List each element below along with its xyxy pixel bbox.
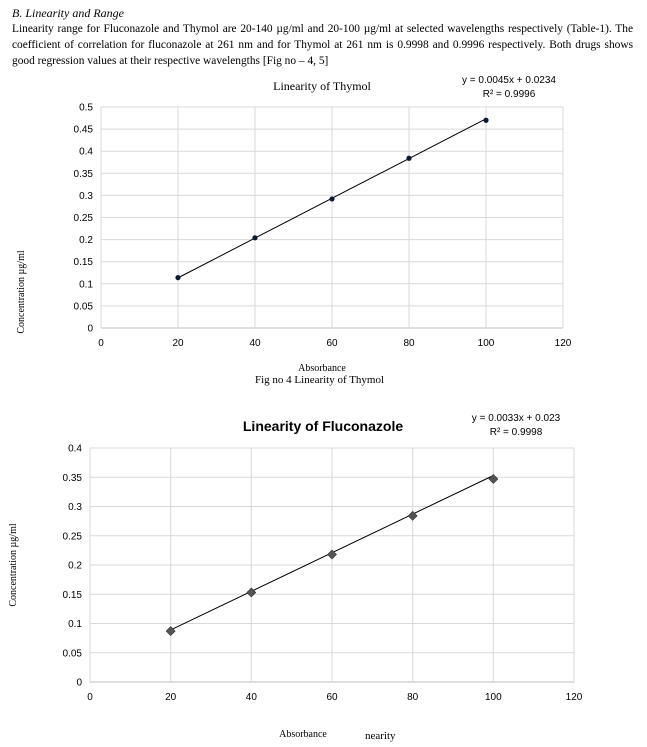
trend-equation: y = 0.0045x + 0.0234 — [462, 75, 556, 86]
x-tick-label: 100 — [485, 692, 502, 703]
x-tick-label: 100 — [478, 338, 495, 349]
y-tick-label: 0.3 — [68, 502, 82, 513]
data-point — [252, 235, 258, 241]
y-tick-label: 0.15 — [63, 590, 83, 601]
thymol-chart-svg: Linearity of Thymol y = 0.0045x + 0.0234… — [16, 75, 572, 374]
y-tick-label: 0.1 — [68, 619, 82, 630]
y-tick-label: 0.15 — [74, 257, 94, 268]
x-tick-label: 0 — [87, 692, 93, 703]
x-tick-label: 40 — [246, 692, 258, 703]
chart-title: Linearity of Fluconazole — [243, 418, 403, 434]
points-layer — [175, 117, 489, 281]
y-tick-label: 0.25 — [63, 531, 83, 542]
data-point — [407, 510, 418, 521]
y-tick-label: 0.2 — [79, 235, 93, 246]
x-axis-label: Absorbance — [298, 363, 346, 374]
fluconazole-chart-svg: Linearity of Fluconazole y = 0.0033x + 0… — [8, 413, 583, 740]
grid — [89, 447, 575, 683]
y-tick-label: 0.45 — [74, 125, 94, 136]
tick-labels: 0 0.05 0.1 0.15 0.2 0.25 0.3 0.35 0.4 0 20 40 60 80 10… — [63, 444, 583, 704]
data-point — [175, 275, 181, 281]
y-tick-label: 0.25 — [74, 213, 94, 224]
figure-caption: Fig no 4 Linearity of Thymol — [255, 374, 385, 386]
y-tick-label: 0.5 — [79, 103, 93, 114]
figure-caption: nearity — [365, 730, 396, 742]
fluconazole-chart: Linearity of Fluconazole y = 0.0033x + 0… — [0, 400, 647, 747]
grid — [100, 106, 564, 329]
section-paragraph: Linearity range for Fluconazole and Thym… — [12, 23, 633, 67]
thymol-chart: Linearity of Thymol y = 0.0045x + 0.0234… — [0, 70, 647, 390]
trend-r2: R² = 0.9998 — [490, 427, 543, 438]
data-point — [329, 196, 335, 202]
y-tick-label: 0.1 — [79, 279, 93, 290]
data-point — [246, 587, 257, 598]
y-tick-label: 0.05 — [63, 648, 83, 659]
points-layer — [165, 474, 499, 637]
chart-title: Linearity of Thymol — [273, 79, 371, 93]
trend-equation: y = 0.0033x + 0.023 — [472, 413, 561, 424]
y-tick-label: 0.35 — [74, 169, 94, 180]
data-point — [327, 549, 337, 560]
data-point — [165, 626, 176, 637]
tick-labels: 0 0.05 0.1 0.15 0.2 0.25 0.3 0.35 0.4 0.45 0.5 0 20 4… — [74, 103, 572, 350]
x-tick-label: 80 — [407, 692, 419, 703]
y-tick-label: 0.35 — [63, 473, 83, 484]
y-tick-label: 0.05 — [74, 301, 94, 312]
section-heading: B. Linearity and Range — [12, 6, 124, 20]
x-tick-label: 60 — [326, 338, 338, 349]
y-tick-label: 0.4 — [79, 147, 93, 158]
x-tick-label: 0 — [98, 338, 104, 349]
x-tick-label: 20 — [165, 692, 177, 703]
x-tick-label: 120 — [566, 692, 583, 703]
x-tick-label: 40 — [249, 338, 261, 349]
trend-r2: R² = 0.9996 — [483, 89, 536, 100]
y-tick-label: 0 — [87, 324, 93, 335]
y-tick-label: 0.3 — [79, 191, 93, 202]
x-axis-label: Absorbance — [279, 729, 327, 740]
x-tick-label: 120 — [555, 338, 572, 349]
y-axis-label: Concentration µg/ml — [16, 250, 27, 333]
x-tick-label: 80 — [403, 338, 415, 349]
data-point — [483, 117, 489, 123]
y-tick-label: 0.4 — [68, 444, 82, 455]
data-point — [488, 474, 499, 484]
x-tick-label: 20 — [172, 338, 184, 349]
y-tick-label: 0.2 — [68, 561, 82, 572]
x-tick-label: 60 — [326, 692, 338, 703]
y-tick-label: 0 — [76, 678, 82, 689]
y-axis-label: Concentration µg/ml — [8, 523, 19, 606]
data-point — [406, 155, 412, 161]
